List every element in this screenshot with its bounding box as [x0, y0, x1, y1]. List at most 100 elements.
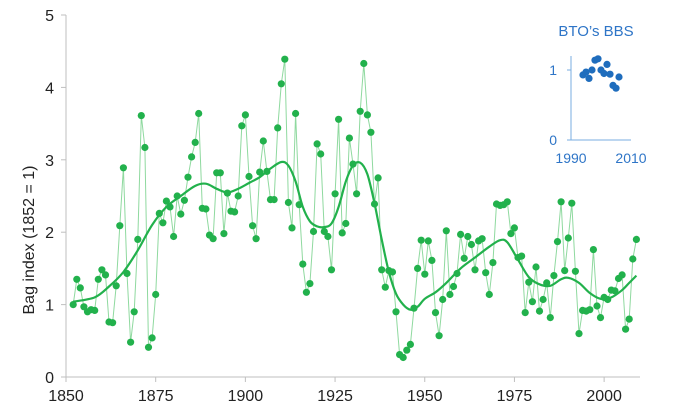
data-point [162, 197, 170, 205]
data-point [170, 232, 178, 241]
data-point [349, 160, 357, 168]
data-point [155, 209, 163, 217]
data-point [589, 246, 598, 254]
y-tick-label: 4 [45, 80, 54, 97]
data-point [367, 128, 375, 136]
data-points [69, 55, 641, 362]
trend-series-line [72, 160, 638, 311]
data-point [363, 111, 371, 119]
data-point [313, 140, 321, 148]
data-point [611, 287, 619, 295]
data-point [392, 308, 400, 316]
data-point [263, 167, 271, 175]
data-point [180, 196, 188, 204]
inset-x-tick-label: 1990 [555, 150, 586, 166]
data-point [245, 172, 253, 181]
data-point [406, 340, 414, 348]
inset-data-point [603, 60, 611, 68]
data-point [464, 232, 472, 241]
data-point [428, 256, 436, 264]
data-point [101, 271, 110, 279]
data-point [471, 266, 479, 274]
data-point [378, 266, 386, 274]
data-point [148, 334, 156, 342]
inset-chart: BTO’s BBS 0 1 1990 2010 [549, 23, 647, 166]
inset-data-point [612, 84, 620, 92]
data-point [467, 240, 475, 249]
data-point [446, 290, 454, 299]
data-point [141, 143, 149, 152]
data-point [518, 252, 526, 260]
data-point [127, 338, 135, 346]
data-point [622, 325, 630, 333]
data-point [439, 295, 447, 304]
data-point [241, 111, 249, 119]
data-point [507, 230, 515, 238]
data-point [342, 219, 350, 228]
inset-data-point [594, 55, 602, 63]
data-point [604, 295, 612, 304]
y-tick-label: 2 [45, 225, 54, 242]
data-point [410, 304, 418, 312]
inset-data-point [585, 74, 593, 82]
data-point [510, 224, 518, 232]
main-axes: 0 1 2 3 4 5 1850 1875 1900 1925 1950 1975 2000 [45, 8, 640, 405]
x-tick-label: 1950 [407, 388, 443, 405]
data-point [550, 272, 558, 280]
data-point [543, 279, 551, 287]
data-point [360, 59, 368, 68]
inset-data-point [600, 69, 608, 78]
data-point [414, 264, 422, 272]
inset-title: BTO’s BBS [558, 23, 633, 40]
data-point [521, 309, 529, 317]
data-point [109, 319, 117, 327]
data-point [216, 169, 224, 177]
data-point [249, 222, 257, 230]
data-point [482, 269, 490, 277]
data-point [134, 235, 142, 243]
data-point [629, 255, 637, 263]
data-point [489, 259, 497, 267]
x-tick-label: 1925 [317, 388, 353, 405]
data-point [320, 227, 328, 236]
data-point [539, 295, 547, 304]
data-point [195, 109, 203, 118]
data-point [159, 219, 167, 227]
y-axis-label: Bag index (1852 = 1) [21, 166, 38, 315]
data-point [252, 235, 260, 243]
data-point [80, 303, 88, 311]
data-point [116, 222, 124, 230]
data-point [503, 198, 511, 206]
data-point [256, 168, 264, 176]
data-point [399, 353, 407, 362]
data-point [130, 308, 138, 316]
inset-data-point [588, 66, 596, 74]
data-point [345, 134, 353, 142]
inset-data-point [615, 73, 623, 81]
data-point [324, 232, 332, 241]
raw-data-connector-line [72, 59, 637, 359]
inset-y-tick-label: 0 [549, 132, 557, 148]
data-point [403, 346, 411, 354]
data-point [625, 315, 633, 323]
data-point [223, 189, 231, 197]
data-point [417, 236, 425, 244]
data-point [528, 298, 537, 306]
data-point [435, 332, 443, 340]
data-point [91, 306, 99, 314]
x-tick-label: 1975 [497, 388, 533, 405]
data-point [571, 267, 580, 275]
data-point [431, 309, 440, 317]
y-tick-label: 3 [45, 153, 54, 170]
data-point [302, 288, 310, 296]
data-point [353, 190, 361, 198]
y-tick-label: 5 [45, 8, 54, 25]
data-point [184, 173, 192, 181]
data-point [370, 200, 379, 208]
data-point [335, 115, 343, 123]
data-point [202, 205, 210, 213]
inset-data-point [582, 68, 590, 76]
data-point [209, 235, 217, 243]
data-point [535, 307, 544, 315]
data-point [112, 282, 120, 290]
